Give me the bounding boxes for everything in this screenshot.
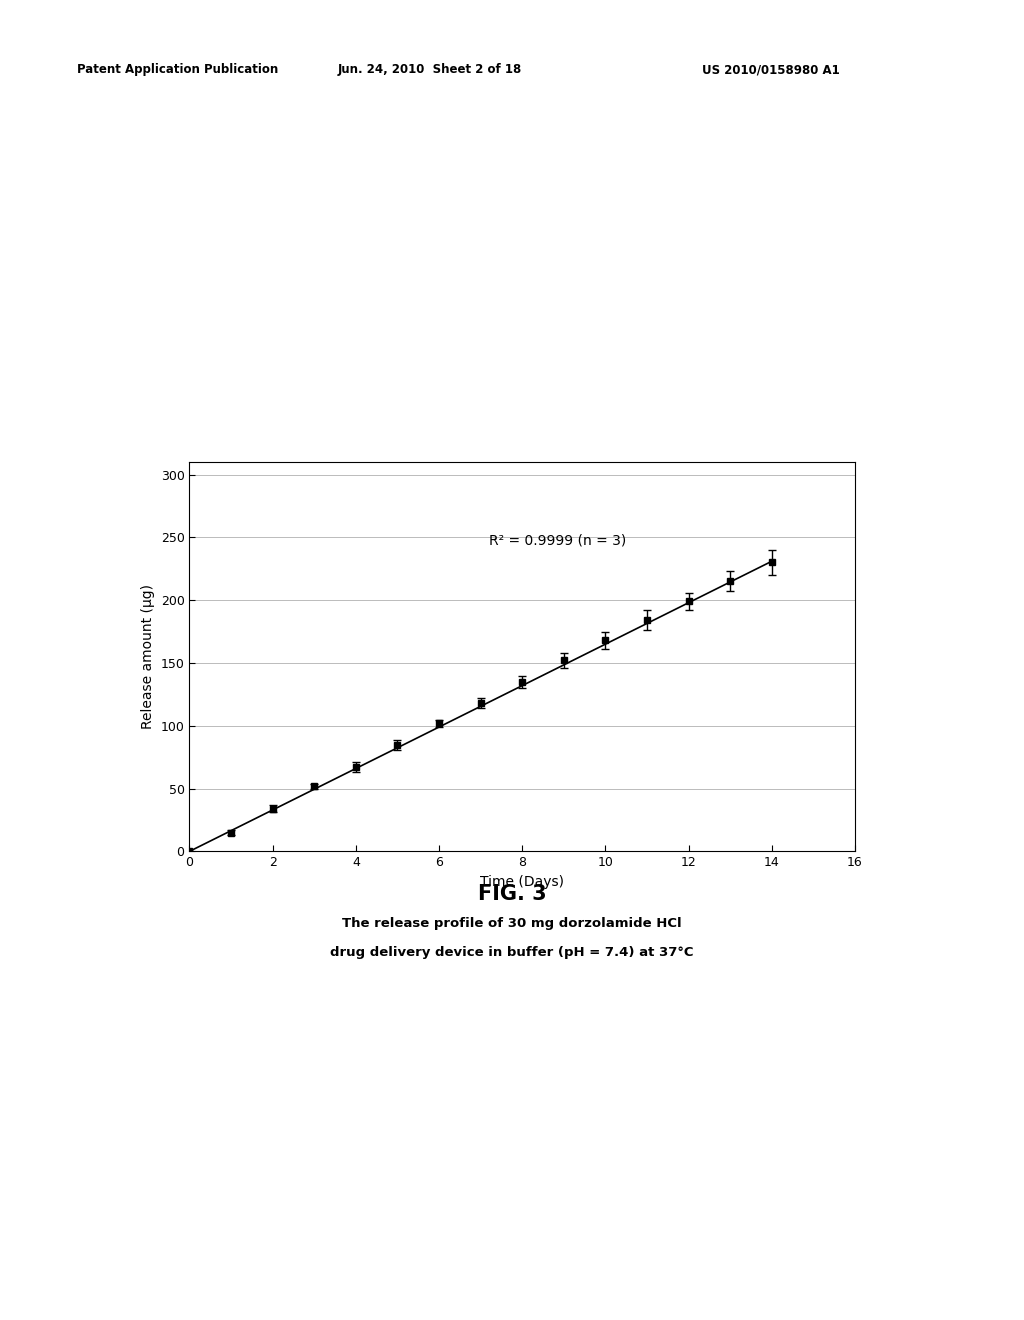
- Text: Jun. 24, 2010  Sheet 2 of 18: Jun. 24, 2010 Sheet 2 of 18: [338, 63, 522, 77]
- Text: US 2010/0158980 A1: US 2010/0158980 A1: [701, 63, 840, 77]
- Text: Patent Application Publication: Patent Application Publication: [77, 63, 279, 77]
- Text: R² = 0.9999 (n = 3): R² = 0.9999 (n = 3): [489, 533, 627, 548]
- Text: FIG. 3: FIG. 3: [477, 884, 547, 904]
- Text: drug delivery device in buffer (pH = 7.4) at 37°C: drug delivery device in buffer (pH = 7.4…: [331, 946, 693, 960]
- Text: The release profile of 30 mg dorzolamide HCl: The release profile of 30 mg dorzolamide…: [342, 917, 682, 931]
- X-axis label: Time (Days): Time (Days): [480, 875, 564, 888]
- Y-axis label: Release amount (μg): Release amount (μg): [141, 585, 156, 729]
